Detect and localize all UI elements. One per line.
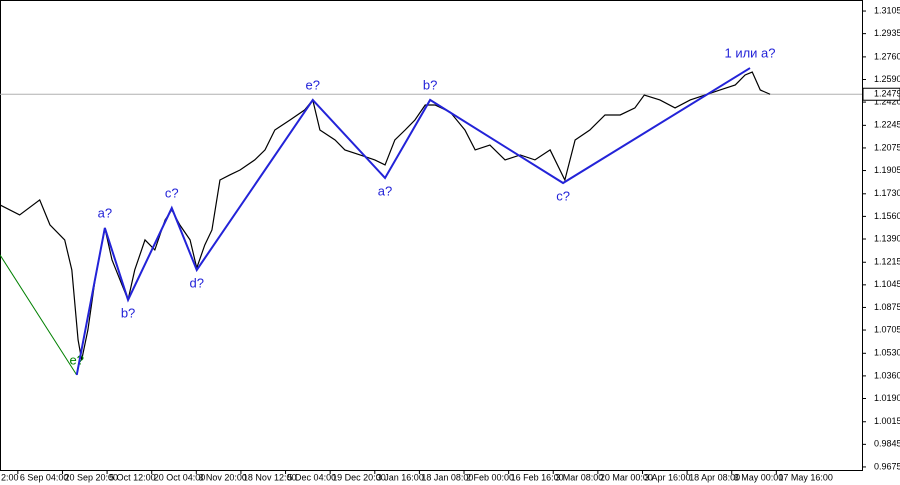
y-tick-label: 1.2420 bbox=[874, 96, 900, 106]
current-price-box bbox=[862, 87, 900, 101]
current-price-label: 1.2479 bbox=[874, 89, 900, 99]
y-tick-label: 1.1905 bbox=[874, 165, 900, 175]
x-tick-label: 20 Mar 00:00 bbox=[600, 472, 653, 482]
wave-label: b? bbox=[423, 77, 437, 92]
wave-label: c? bbox=[556, 188, 570, 203]
x-tick-label: 5 Dec 04:00 bbox=[288, 472, 337, 482]
wave-label: e? bbox=[306, 77, 320, 92]
x-tick-label: 18 Jan 08:00 bbox=[421, 472, 473, 482]
plot-frame bbox=[0, 0, 863, 471]
y-tick-label: 1.1730 bbox=[874, 188, 900, 198]
y-tick-label: 1.2075 bbox=[874, 142, 900, 152]
x-tick-label: 17 May 16:00 bbox=[778, 472, 833, 482]
y-tick-label: 1.2245 bbox=[874, 120, 900, 130]
wave-label: e? bbox=[70, 352, 84, 367]
x-tick-label: 3 Apr 16:00 bbox=[644, 472, 690, 482]
price-line bbox=[0, 71, 771, 361]
x-tick-label: 16 Feb 16:00 bbox=[511, 472, 564, 482]
wave-line bbox=[75, 67, 751, 376]
y-tick-label: 1.0360 bbox=[874, 370, 900, 380]
x-tick-label: 5 Oct 12:00 bbox=[109, 472, 156, 482]
wave-label: b? bbox=[121, 305, 135, 320]
y-tick-label: 1.1215 bbox=[874, 257, 900, 267]
y-tick-label: 1.1560 bbox=[874, 211, 900, 221]
y-tick-label: 0.9675 bbox=[874, 461, 900, 471]
y-tick-label: 1.2760 bbox=[874, 51, 900, 61]
y-tick-label: 1.0190 bbox=[874, 393, 900, 403]
x-tick-label: 3 Jan 16:00 bbox=[377, 472, 424, 482]
x-tick-label: 20 Oct 04:00 bbox=[154, 472, 206, 482]
x-tick-label: 3 May 00:00 bbox=[734, 472, 784, 482]
wave-label: c? bbox=[165, 185, 179, 200]
y-tick-label: 1.2590 bbox=[874, 74, 900, 84]
x-tick-label: 3 Nov 20:00 bbox=[198, 472, 247, 482]
x-tick-label: 20 Sep 20:00 bbox=[64, 472, 118, 482]
x-tick-label: 18 Apr 08:00 bbox=[689, 472, 740, 482]
x-tick-label: 18 Nov 12:00 bbox=[243, 472, 297, 482]
y-tick-label: 1.3105 bbox=[874, 5, 900, 15]
y-tick-label: 1.1390 bbox=[874, 233, 900, 243]
y-tick-label: 1.0705 bbox=[874, 324, 900, 334]
y-tick-label: 1.0875 bbox=[874, 302, 900, 312]
x-tick-label: 3 Mar 08:00 bbox=[555, 472, 603, 482]
y-tick-label: 1.0015 bbox=[874, 416, 900, 426]
x-tick-label: 19 Dec 20:00 bbox=[332, 472, 386, 482]
x-tick-label: 2:00 bbox=[1, 472, 19, 482]
wave-label: a? bbox=[98, 205, 112, 220]
y-tick-label: 0.9845 bbox=[874, 439, 900, 449]
wave-line bbox=[0, 254, 78, 376]
y-tick-label: 1.0530 bbox=[874, 348, 900, 358]
wave-label: d? bbox=[190, 275, 204, 290]
y-tick-label: 1.1045 bbox=[874, 279, 900, 289]
x-tick-label: 6 Sep 04:00 bbox=[20, 472, 69, 482]
wave-label: a? bbox=[378, 183, 392, 198]
y-tick-label: 1.2935 bbox=[874, 28, 900, 38]
wave-label: 1 или a? bbox=[724, 45, 775, 60]
x-tick-label: 2 Feb 00:00 bbox=[466, 472, 514, 482]
